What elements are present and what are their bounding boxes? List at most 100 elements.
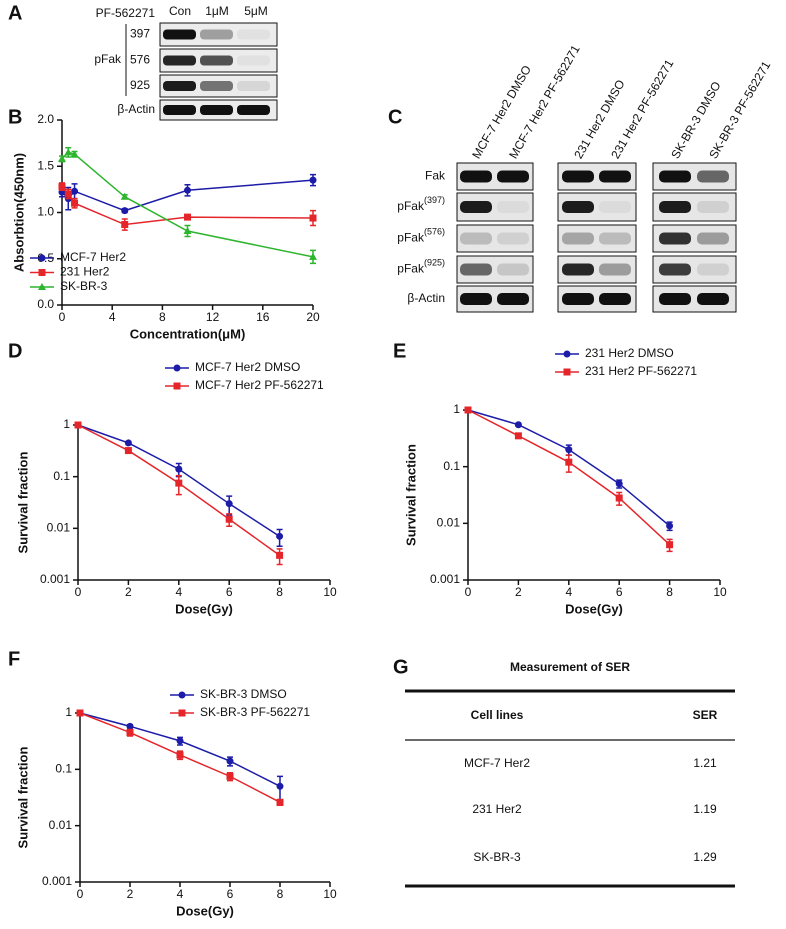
blot-band	[659, 263, 691, 276]
blot-band	[200, 29, 233, 40]
legend-marker	[563, 368, 571, 376]
blot-band	[163, 105, 196, 115]
x-axis-label: Dose(Gy)	[176, 903, 234, 918]
y-axis-label: Absorbtion(450nm)	[11, 153, 26, 272]
marker	[226, 772, 234, 780]
row-name: pFak	[397, 199, 425, 213]
y-tick-label: 1	[63, 417, 70, 431]
legend-label: SK-BR-3 PF-562271	[200, 705, 310, 719]
table-header: Cell lines	[471, 708, 524, 722]
row-label: pFak(397)	[397, 195, 445, 213]
panel-label: A	[8, 2, 22, 24]
blot-band	[697, 293, 729, 305]
marker	[120, 192, 129, 200]
y-tick-label: 0.0	[37, 297, 54, 311]
blot-band	[599, 201, 631, 213]
blot-band	[599, 263, 631, 276]
marker	[64, 148, 73, 156]
blot-band	[562, 201, 594, 213]
lane-label: MCF-7 Her2 PF-562271	[506, 42, 583, 161]
legend-label: MCF-7 Her2	[60, 250, 126, 264]
x-tick-label: 8	[277, 887, 284, 901]
x-tick-label: 10	[323, 585, 337, 599]
blot-band	[659, 232, 691, 245]
lane-label: 1μM	[205, 4, 229, 18]
panel-label: F	[8, 648, 20, 670]
legend-label: MCF-7 Her2 DMSO	[195, 360, 300, 374]
lane-label: 5μM	[244, 4, 268, 18]
table-cell: 1.29	[693, 850, 717, 864]
marker	[175, 479, 183, 487]
table-cell: MCF-7 Her2	[464, 756, 530, 770]
x-tick-label: 4	[175, 585, 182, 599]
blot-band	[497, 232, 529, 245]
blot-band	[460, 263, 492, 276]
blot-band	[460, 293, 492, 305]
legend-marker	[38, 269, 46, 276]
y-tick-label: 0.001	[40, 572, 70, 586]
panel-label: B	[8, 106, 22, 128]
row-sup: (397)	[424, 195, 445, 205]
blot-band	[599, 232, 631, 245]
blot-box	[456, 224, 534, 253]
marker	[514, 432, 522, 440]
table-header: SER	[693, 708, 718, 722]
x-tick-label: 12	[206, 310, 220, 324]
legend-marker	[563, 350, 571, 358]
x-tick-label: 10	[323, 887, 337, 901]
row-name: pFak	[397, 231, 425, 245]
treatment-label: PF-562271	[96, 6, 156, 20]
marker	[74, 421, 82, 429]
marker	[71, 199, 79, 207]
legend-marker	[38, 254, 46, 262]
panel-label: D	[8, 340, 22, 362]
table-title: Measurement of SER	[510, 660, 630, 674]
blot-band	[562, 232, 594, 245]
x-tick-label: 6	[227, 887, 234, 901]
marker	[666, 522, 674, 530]
legend-label: 231 Her2 PF-562271	[585, 364, 697, 378]
row-label: 925	[130, 78, 150, 92]
marker	[64, 190, 72, 198]
blot-band	[562, 263, 594, 276]
row-label: pFak(925)	[397, 258, 445, 276]
marker	[58, 183, 66, 191]
x-tick-label: 16	[256, 310, 270, 324]
marker	[309, 252, 317, 260]
x-tick-label: 2	[125, 585, 132, 599]
marker	[276, 532, 284, 540]
x-tick-label: 0	[77, 887, 84, 901]
x-tick-label: 8	[666, 585, 673, 599]
legend-marker	[178, 709, 186, 717]
blot-band	[163, 29, 196, 40]
blot-band	[697, 232, 729, 245]
y-tick-label: 0.001	[42, 874, 72, 888]
x-tick-label: 0	[465, 585, 472, 599]
x-tick-label: 4	[109, 310, 116, 324]
y-tick-label: 0.1	[53, 469, 70, 483]
blot-band	[460, 232, 492, 245]
series-line	[61, 151, 314, 258]
x-tick-label: 4	[177, 887, 184, 901]
marker	[175, 465, 183, 473]
lane-label: Con	[169, 4, 191, 18]
marker	[309, 214, 317, 222]
blot-band	[200, 55, 233, 66]
row-name: Fak	[425, 169, 446, 183]
legend-marker	[173, 382, 181, 390]
blot-band	[497, 201, 529, 213]
group-label: pFak	[94, 52, 122, 66]
blot-band	[200, 105, 233, 115]
marker	[226, 757, 234, 765]
legend-label: MCF-7 Her2 PF-562271	[195, 378, 324, 392]
row-label: 576	[130, 53, 150, 67]
blot-band	[697, 263, 729, 276]
marker	[225, 500, 233, 508]
y-tick-label: 0.001	[430, 572, 460, 586]
legend-marker	[178, 691, 186, 699]
row-sup: (576)	[424, 227, 445, 237]
blot-band	[163, 55, 196, 66]
marker	[184, 186, 191, 194]
blot-band	[200, 81, 233, 91]
table-cell: 231 Her2	[472, 802, 522, 816]
